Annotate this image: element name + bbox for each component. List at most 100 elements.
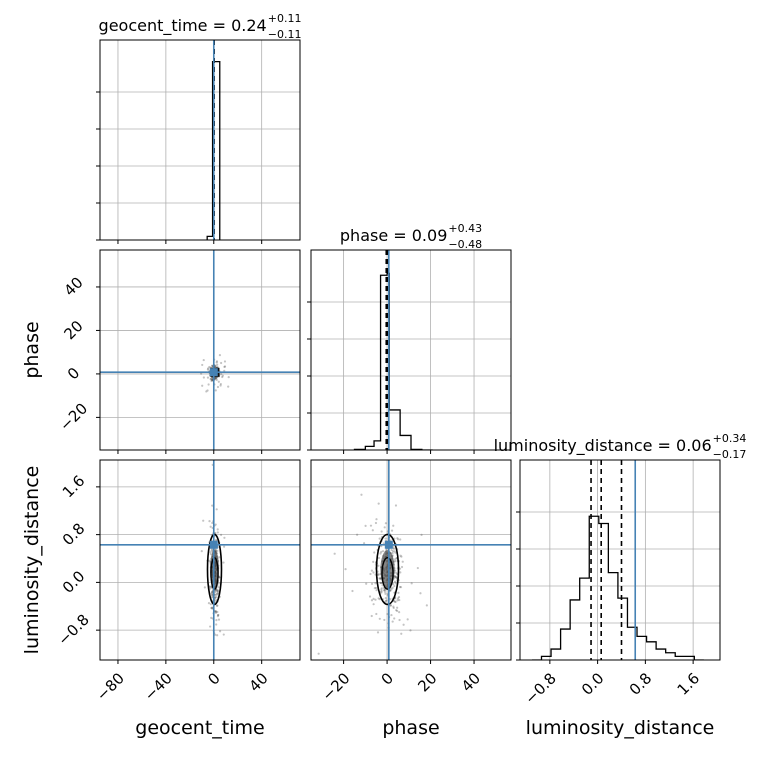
scatter-point <box>219 382 222 386</box>
scatter-point <box>216 363 219 366</box>
scatter-point <box>200 550 203 553</box>
scatter-point <box>375 589 378 592</box>
scatter-point <box>398 610 401 614</box>
scatter-point <box>217 586 220 589</box>
title-value: luminosity_distance = 0.06 <box>494 436 712 456</box>
scatter-point <box>211 504 214 507</box>
scatter-point <box>393 584 396 588</box>
scatter-point <box>380 545 383 548</box>
scatter-point <box>210 548 214 551</box>
scatter-point <box>378 577 381 580</box>
scatter-point <box>217 613 220 617</box>
scatter-point <box>384 537 387 540</box>
scatter-point <box>402 623 405 626</box>
y-tick-label-phase: 40 <box>61 273 87 299</box>
scatter-point <box>209 625 212 628</box>
x-tick-label-phase: 0 <box>378 669 397 688</box>
scatter-point <box>210 616 213 619</box>
scatter-point <box>215 378 218 381</box>
scatter-point <box>368 595 372 598</box>
scatter-point <box>206 368 210 371</box>
scatter-point <box>382 589 386 592</box>
scatter-point <box>214 610 217 613</box>
scatter-point <box>211 591 214 594</box>
y-tick-label-luminosity_distance: 0.8 <box>59 519 89 549</box>
scatter-point <box>375 586 378 590</box>
y-tick-label-luminosity_distance: 1.6 <box>59 472 89 502</box>
scatter-point <box>377 573 380 576</box>
y-tick-label-luminosity_distance: 0.0 <box>59 567 89 597</box>
scatter-point <box>207 383 210 386</box>
scatter-point <box>333 552 336 555</box>
scatter-point <box>394 575 397 578</box>
scatter-point <box>370 582 374 585</box>
scatter-point <box>366 745 368 747</box>
scatter-point <box>209 551 212 554</box>
panel-frame <box>519 459 721 661</box>
scatter-point <box>208 559 211 562</box>
scatter-point <box>380 581 383 585</box>
histogram-phase <box>353 272 433 450</box>
scatter-point <box>393 558 397 561</box>
scatter-point <box>376 631 380 634</box>
y-axis-label-phase: phase <box>21 321 43 378</box>
scatter-point <box>370 614 373 618</box>
scatter-point <box>223 360 227 363</box>
scatter-point <box>377 564 380 567</box>
scatter-point <box>384 592 387 595</box>
scatter-point <box>220 361 223 365</box>
scatter-point <box>211 378 214 382</box>
scatter-point <box>392 546 395 550</box>
panel-title-phase: phase = 0.09 +0.43 −0.48 <box>340 222 482 251</box>
scatter-point <box>360 662 362 664</box>
scatter-point <box>389 589 392 592</box>
scatter-point <box>372 597 375 600</box>
scatter-point <box>215 589 219 592</box>
title-minus-error: −0.48 <box>448 238 482 251</box>
x-axis-label-phase: phase <box>382 717 439 739</box>
panel-frame <box>310 249 512 451</box>
scatter-point <box>380 590 383 593</box>
scatter-point <box>218 354 222 357</box>
scatter-point <box>214 376 218 379</box>
scatter-point <box>211 606 214 609</box>
scatter-point <box>211 594 214 597</box>
scatter-point <box>215 610 218 613</box>
scatter-point <box>215 619 218 622</box>
scatter-point <box>369 572 372 576</box>
scatter-point <box>371 529 374 532</box>
data-layer <box>200 40 704 747</box>
scatter-point <box>384 588 387 592</box>
scatter-point <box>400 565 404 569</box>
title-plus-error: +0.34 <box>713 432 747 445</box>
scatter-point <box>396 597 400 600</box>
scatter-point <box>202 519 205 522</box>
scatter-point <box>210 378 213 381</box>
scatter-point <box>372 560 375 563</box>
scatter-point <box>391 552 394 555</box>
scatter-point <box>401 560 404 563</box>
scatter-point <box>381 550 385 553</box>
scatter-point <box>216 610 219 614</box>
scatter-point <box>211 607 214 610</box>
scatter-point <box>374 521 378 525</box>
scatter-point <box>394 504 398 507</box>
scatter-point <box>380 530 383 533</box>
x-tick-label-luminosity_distance: 1.6 <box>674 669 704 699</box>
scatter-point <box>385 599 388 602</box>
scatter-point <box>217 618 221 621</box>
truth-marker <box>384 540 393 549</box>
scatter-point <box>215 604 219 607</box>
scatter-point <box>393 550 396 553</box>
scatter-point <box>370 599 374 602</box>
y-tick-label-phase: 0 <box>64 364 83 383</box>
title-minus-error: −0.11 <box>268 28 302 41</box>
scatter-point <box>202 376 205 379</box>
scatter-point <box>373 551 376 554</box>
scatter-point <box>215 508 218 511</box>
x-tick-label-luminosity_distance: −0.8 <box>521 669 559 707</box>
scatter-point <box>397 596 401 599</box>
scatter-point <box>399 586 403 589</box>
scatter-point <box>400 555 403 558</box>
x-tick-label-geocent_time: 0 <box>204 669 223 688</box>
